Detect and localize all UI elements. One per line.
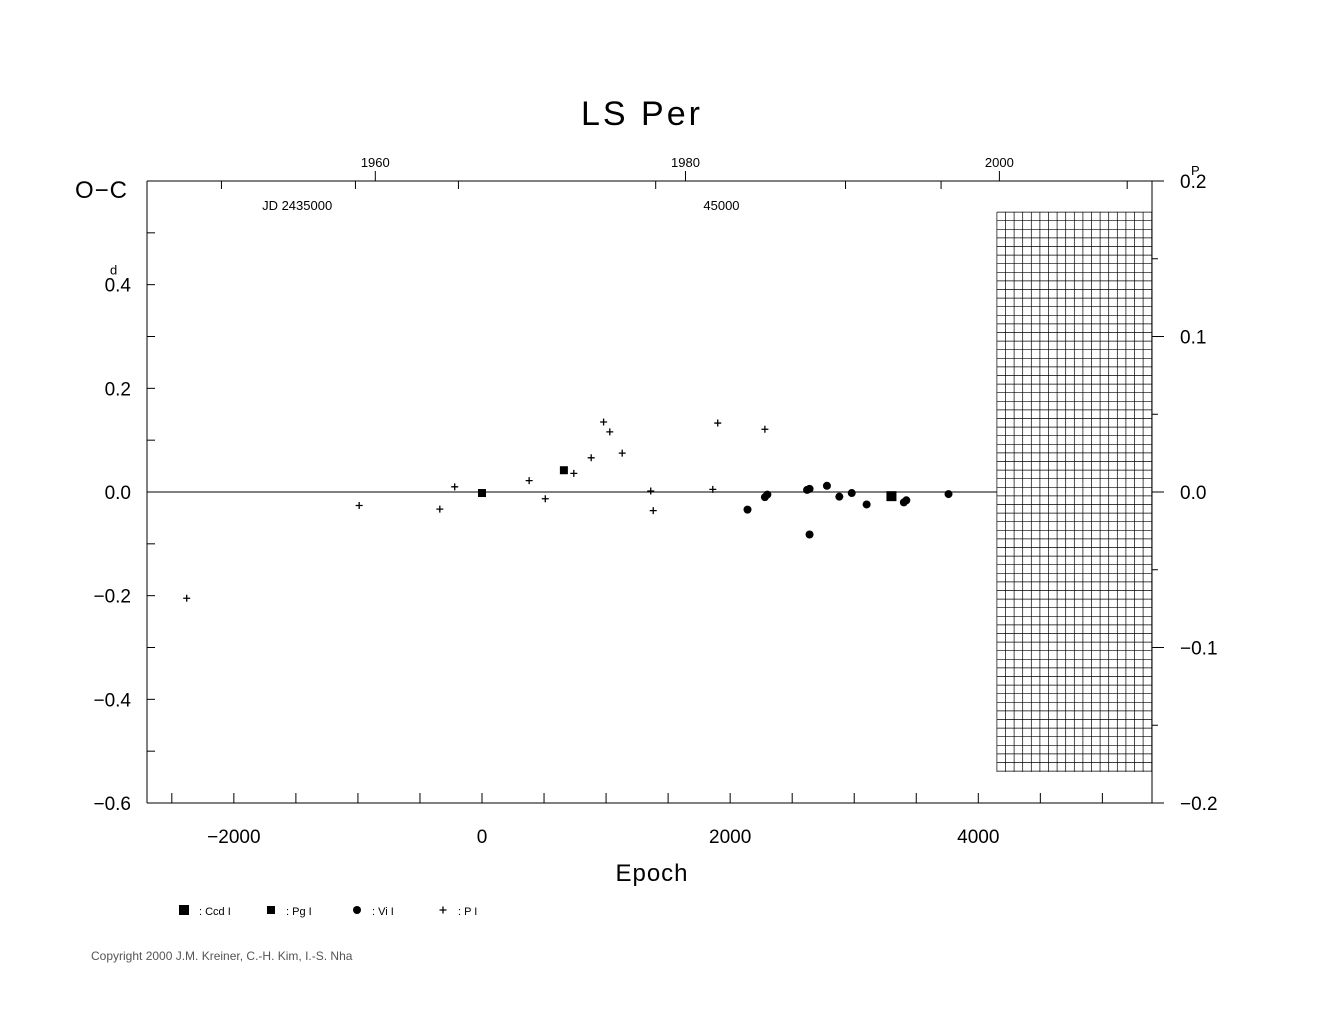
data-point <box>743 505 752 514</box>
data-point <box>436 505 444 513</box>
legend-marker <box>179 905 189 915</box>
data-point <box>944 490 953 499</box>
data-point <box>647 487 655 495</box>
top-year-label: 2000 <box>985 155 1014 170</box>
data-point <box>805 484 814 493</box>
future-epoch-grid <box>996 211 1153 772</box>
y-tick-label: −0.2 <box>93 587 131 608</box>
x-tick-label: −2000 <box>207 827 260 848</box>
data-point <box>649 507 657 515</box>
legend-label: : Ccd I <box>199 906 231 918</box>
data-point <box>525 477 533 485</box>
data-point <box>570 469 578 477</box>
y-axis-label: O−C <box>75 177 128 204</box>
data-point <box>862 500 871 509</box>
y-unit-mark: d <box>110 263 117 278</box>
y2-tick-label: 0.0 <box>1180 483 1206 504</box>
y-tick-label: −0.4 <box>93 690 131 711</box>
top-year-label: 1960 <box>361 155 390 170</box>
future-grid-lines <box>996 211 1153 772</box>
plot-frame <box>146 180 1153 804</box>
data-point <box>805 530 814 539</box>
legend-label: : P I <box>458 906 477 918</box>
data-point <box>886 491 897 502</box>
data-point <box>847 489 856 498</box>
x-tick-label: 0 <box>477 827 488 848</box>
data-point <box>183 594 191 602</box>
data-point <box>559 466 568 475</box>
chart-title: LS Per <box>581 95 703 133</box>
y-tick-label: 0.2 <box>105 379 131 400</box>
data-point <box>541 495 549 503</box>
data-point <box>902 496 911 505</box>
y2-tick-label: 0.1 <box>1180 328 1206 349</box>
top-year-label: 1980 <box>671 155 700 170</box>
x-tick-label: 4000 <box>957 827 999 848</box>
axis-ticks: −2000 0 2000 4000 1960 1980 2000 JD 2435000 4500… <box>93 155 1217 848</box>
data-point <box>587 454 595 462</box>
legend-marker <box>439 906 447 914</box>
y-tick-label: −0.6 <box>93 794 131 815</box>
data-point <box>451 483 459 491</box>
legend-label: : Vi I <box>372 906 394 918</box>
x-tick-label: 2000 <box>709 827 751 848</box>
y2-tick-label: −0.2 <box>1180 794 1218 815</box>
jd-label: JD 2435000 <box>262 198 332 213</box>
data-point <box>714 419 722 427</box>
data-point <box>835 492 844 501</box>
y2-tick-label: 0.2 <box>1180 172 1206 193</box>
data-point <box>478 489 486 498</box>
data-points <box>183 418 953 602</box>
legend-label: : Pg I <box>286 906 312 918</box>
copyright-text: Copyright 2000 J.M. Kreiner, C.-H. Kim, … <box>91 949 353 963</box>
legend-marker <box>267 906 275 914</box>
data-point <box>606 428 614 436</box>
data-point <box>600 418 608 426</box>
data-point <box>618 449 626 457</box>
data-point <box>709 485 717 493</box>
x-axis-label: Epoch <box>615 860 688 887</box>
y2-unit-mark: P <box>1191 163 1200 178</box>
data-point <box>761 425 769 433</box>
data-point <box>822 481 831 490</box>
data-point <box>763 490 772 499</box>
data-point <box>355 501 363 509</box>
legend: : Ccd I : Pg I : Vi I : P I <box>179 905 477 918</box>
jd-label: 45000 <box>703 198 739 213</box>
y2-tick-label: −0.1 <box>1180 639 1218 660</box>
y-tick-label: 0.4 <box>105 276 132 297</box>
y-tick-label: 0.0 <box>105 483 131 504</box>
legend-marker <box>353 906 361 914</box>
